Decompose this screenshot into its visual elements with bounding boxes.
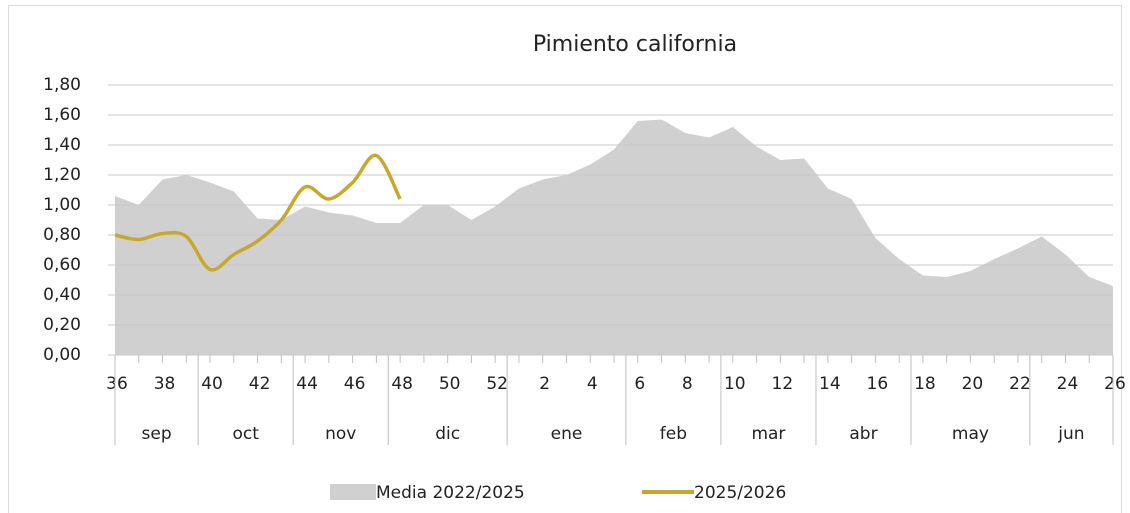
x-tick-label: 36	[106, 374, 128, 394]
x-tick-label: 6	[634, 374, 645, 394]
x-tick-label: 46	[344, 374, 366, 394]
month-label: dic	[435, 424, 460, 444]
month-label: mar	[751, 424, 785, 444]
x-tick-label: 24	[1057, 374, 1079, 394]
month-label: nov	[325, 424, 356, 444]
line	[114, 153, 402, 272]
chart-frame	[8, 5, 1122, 513]
x-tick-label: 38	[154, 374, 176, 394]
chart-title: Pimiento california	[533, 32, 737, 57]
y-tick-label: 0,20	[43, 315, 81, 335]
x-tick-label: 8	[682, 374, 693, 394]
x-tick-label: 44	[296, 374, 318, 394]
x-tick-label: 20	[962, 374, 984, 394]
legend-swatch	[330, 484, 376, 500]
y-tick-label: 1,20	[43, 165, 81, 185]
x-tick-label: 40	[201, 374, 223, 394]
month-label: sep	[142, 424, 172, 444]
x-tick-label: 10	[724, 374, 746, 394]
month-label: ene	[551, 424, 583, 444]
x-tick-label: 4	[587, 374, 598, 394]
y-tick-label: 0,80	[43, 225, 81, 245]
y-tick-label: 0,40	[43, 285, 81, 305]
x-tick-label: 26	[1104, 374, 1126, 394]
y-tick-label: 1,00	[43, 195, 81, 215]
month-label: feb	[660, 424, 687, 444]
month-label: abr	[849, 424, 877, 444]
y-tick-label: 0,00	[43, 345, 81, 365]
month-label: jun	[1057, 424, 1084, 444]
y-tick-label: 1,80	[43, 75, 81, 95]
legend-label: Media 2022/2025	[376, 483, 525, 503]
x-tick-label: 18	[914, 374, 936, 394]
x-tick-label: 22	[1009, 374, 1031, 394]
x-tick-label: 50	[439, 374, 461, 394]
month-label: oct	[232, 424, 259, 444]
legend-label: 2025/2026	[694, 483, 786, 503]
x-tick-label: 14	[819, 374, 841, 394]
area	[115, 119, 1113, 355]
y-tick-label: 0,60	[43, 255, 81, 275]
x-tick-label: 48	[391, 374, 413, 394]
x-tick-label: 12	[772, 374, 794, 394]
y-tick-label: 1,40	[43, 135, 81, 155]
x-tick-label: 16	[867, 374, 889, 394]
x-tick-label: 52	[486, 374, 508, 394]
x-tick-label: 2	[539, 374, 550, 394]
y-tick-label: 1,60	[43, 105, 81, 125]
x-tick-label: 42	[249, 374, 271, 394]
month-label: may	[952, 424, 989, 444]
